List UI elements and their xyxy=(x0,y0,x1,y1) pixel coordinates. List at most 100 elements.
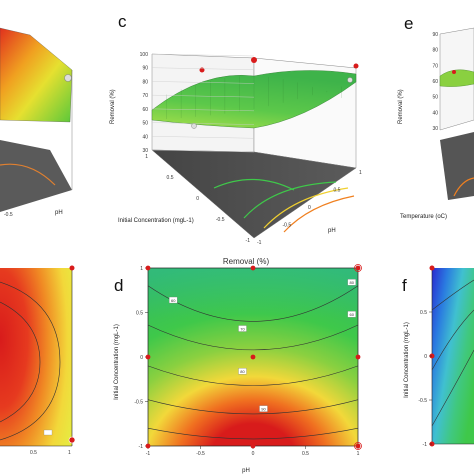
surface-c-z-tick: 50 xyxy=(142,121,148,127)
heatmap-d-contour-label: 80 xyxy=(240,369,245,374)
surface-c-x-tick: 0 xyxy=(308,205,311,211)
heatmap-f-y-ticks: 0.5 0 -0.5 -1 xyxy=(418,310,432,448)
surface-c-z-tick: 80 xyxy=(142,79,148,85)
surface-c-z-tick: 100 xyxy=(140,52,149,58)
surface-e-z-tick: 30 xyxy=(432,126,438,132)
surface-c-z-tick: 90 xyxy=(142,66,148,72)
heatmap-b-point-bottom xyxy=(68,436,76,444)
surface-c-z-grid xyxy=(151,122,255,125)
heatmap-d-y-label: Initial Concentration (mgL-1) xyxy=(114,324,120,400)
heatmap-b-field xyxy=(0,268,72,446)
surface-c-y-tick: 0.5 xyxy=(167,175,174,181)
heatmap-b-x-tick-2: 1 xyxy=(68,450,71,456)
heatmap-d-design-point xyxy=(355,265,361,271)
panel-label-c: c xyxy=(118,12,127,31)
heatmap-d-y-tick: 0 xyxy=(140,355,143,361)
surface-a-x-label: pH xyxy=(55,210,63,216)
heatmap-f-y-tick: -1 xyxy=(423,442,428,448)
surface-c-y-label: Initial Concentration (mgL-1) xyxy=(118,218,194,224)
heatmap-d-svg: Removal (%) 60 70 80 90 80 60 -1 -0.5 0 0.5 1 -1 -0.… xyxy=(114,257,362,474)
surface-c-point-top xyxy=(251,57,257,63)
panel-label-d: d xyxy=(114,276,124,295)
surface-c-y-tick: -0.5 xyxy=(216,217,225,223)
surface-a-svg: -0.5 pH xyxy=(0,27,73,218)
heatmap-d-contour-label: 60 xyxy=(171,298,176,303)
surface-a-floor xyxy=(0,140,72,212)
surface-a-x-tick: -0.5 xyxy=(4,212,13,218)
heatmap-d-y-tick: -1 xyxy=(139,444,144,450)
surface-c-z-grid xyxy=(151,81,255,84)
surface-e-mesh xyxy=(439,69,474,87)
heatmap-b-x-tick-1: 0.5 xyxy=(30,450,37,456)
heatmap-f-point-top xyxy=(429,265,435,271)
surface-c-contour-3 xyxy=(263,187,349,229)
surface-c-z-grid xyxy=(151,94,255,98)
surface-c-mesh-lines xyxy=(166,76,342,120)
heatmap-f-y-label: Initial Concentration (mgL-1) xyxy=(404,322,410,398)
heatmap-b-point-top xyxy=(69,265,75,271)
heatmap-d-design-point xyxy=(250,265,256,271)
surface-c-floor xyxy=(151,149,357,239)
surface-c-z-ticks: 30 40 50 60 70 80 90 100 xyxy=(140,52,255,154)
surface-c-x-label: pH xyxy=(328,228,336,234)
surface-c-z-tick: 60 xyxy=(142,107,148,113)
heatmap-d-contour-label-box xyxy=(238,368,247,375)
heatmap-d-contour-label-box xyxy=(169,296,178,304)
surface-e-z-tick: 60 xyxy=(432,79,438,85)
heatmap-d-design-point xyxy=(250,443,256,449)
surface-c-z-grid xyxy=(151,53,255,57)
heatmap-d-contour-label-box xyxy=(347,311,356,318)
surface-e-z-tick: 70 xyxy=(432,63,438,69)
heatmap-d-design-point-ring xyxy=(354,264,362,272)
heatmap-d-x-tick: 0 xyxy=(252,451,255,457)
surface-c-z-grid xyxy=(151,149,255,153)
panel-f: f 0.5 0 -0.5 -1 Initial Concentration (mgL-… xyxy=(388,250,474,474)
panel-b: 0.5 1 xyxy=(0,262,82,474)
surface-c-z-label: Removal (%) xyxy=(110,89,116,124)
surface-c-x-tick: 1 xyxy=(359,170,362,176)
surface-e-svg: 30 40 50 60 70 80 90 Removal (%) Temperature (… xyxy=(398,27,474,220)
surface-c-y-tick: 0 xyxy=(196,196,199,202)
surface-e-z-ticks: 30 40 50 60 70 80 90 xyxy=(432,32,438,132)
surface-c-x-tick: -1 xyxy=(257,240,262,244)
heatmap-f-contour-2 xyxy=(431,309,474,371)
heatmap-d-x-label: pH xyxy=(242,468,250,474)
surface-c-point-right xyxy=(353,63,359,69)
heatmap-f-y-tick: -0.5 xyxy=(418,398,427,404)
surface-e-point xyxy=(452,70,456,74)
heatmap-b-contour-1 xyxy=(0,281,61,441)
surface-c-y-ticks: 1 0.5 0 -0.5 -1 xyxy=(145,154,250,244)
heatmap-b-contour-2 xyxy=(0,301,41,423)
heatmap-d-design-point xyxy=(145,443,151,449)
heatmap-f-y-tick: 0.5 xyxy=(420,310,427,316)
heatmap-d-design-point xyxy=(145,354,151,360)
surface-c-z-grid xyxy=(151,67,255,70)
surface-c-point-low xyxy=(191,123,197,129)
heatmap-d-y-tick: 0.5 xyxy=(136,311,143,317)
heatmap-d-contour-label: 60 xyxy=(349,312,354,317)
surface-e-z-tick: 80 xyxy=(432,48,438,54)
panel-a: -0.5 pH xyxy=(0,0,100,232)
surface-e-x-label: Temperature (oC) xyxy=(400,214,447,220)
heatmap-f-contour-3 xyxy=(431,349,474,427)
surface-c-z-tick: 40 xyxy=(142,134,148,140)
panel-label-f: f xyxy=(402,276,407,295)
surface-c-z-tick: 30 xyxy=(142,148,148,154)
surface-e-z-tick: 50 xyxy=(432,95,438,101)
surface-e-floor xyxy=(440,132,474,200)
surface-c-point-left xyxy=(199,67,205,73)
surface-a-mesh xyxy=(0,27,73,123)
heatmap-d-contour xyxy=(147,365,359,386)
panel-d: d Removal (%) 60 70 80 90 80 60 -1 -0.5 0 0.5 1 -1 -… xyxy=(104,250,380,474)
surface-c-y-tick: -1 xyxy=(246,238,251,244)
heatmap-d-y-tick: -0.5 xyxy=(134,400,143,406)
heatmap-d-y-tick: 1 xyxy=(140,266,143,272)
surface-c-x-ticks: -1 -0.5 0 0.5 1 xyxy=(257,170,362,244)
heatmap-d-design-point xyxy=(355,354,361,360)
surface-c-contour-4 xyxy=(283,195,355,233)
surface-c-x-tick: -0.5 xyxy=(283,223,292,229)
heatmap-d-design-point-ring xyxy=(354,442,362,450)
heatmap-b-contour-label xyxy=(43,429,53,436)
surface-e-z-label: Removal (%) xyxy=(398,89,404,124)
